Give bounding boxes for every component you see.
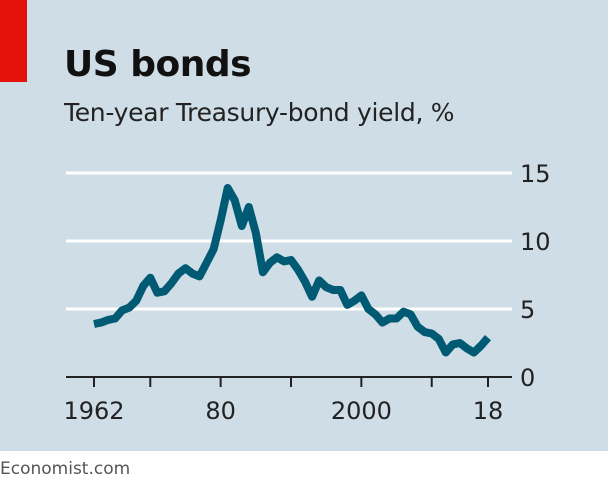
x-tick-label: 18	[473, 397, 504, 425]
line-chart: 0 5 10 15 1962 80 2000 18	[63, 160, 551, 425]
x-tick-label: 1962	[63, 397, 124, 425]
red-brand-tag	[0, 0, 27, 82]
chart-panel	[0, 0, 608, 451]
chart-title: US bonds	[64, 44, 252, 85]
x-tick-label: 2000	[331, 397, 392, 425]
y-tick-label: 10	[520, 228, 551, 256]
chart-subtitle: Ten-year Treasury-bond yield, %	[64, 98, 455, 127]
series-line-yield	[93, 184, 492, 357]
y-tick-label: 15	[520, 160, 551, 188]
y-tick-label: 0	[520, 364, 535, 392]
y-tick-label: 5	[520, 296, 535, 324]
x-tick-label: 80	[205, 397, 236, 425]
source-note: Economist.com	[0, 459, 131, 479]
